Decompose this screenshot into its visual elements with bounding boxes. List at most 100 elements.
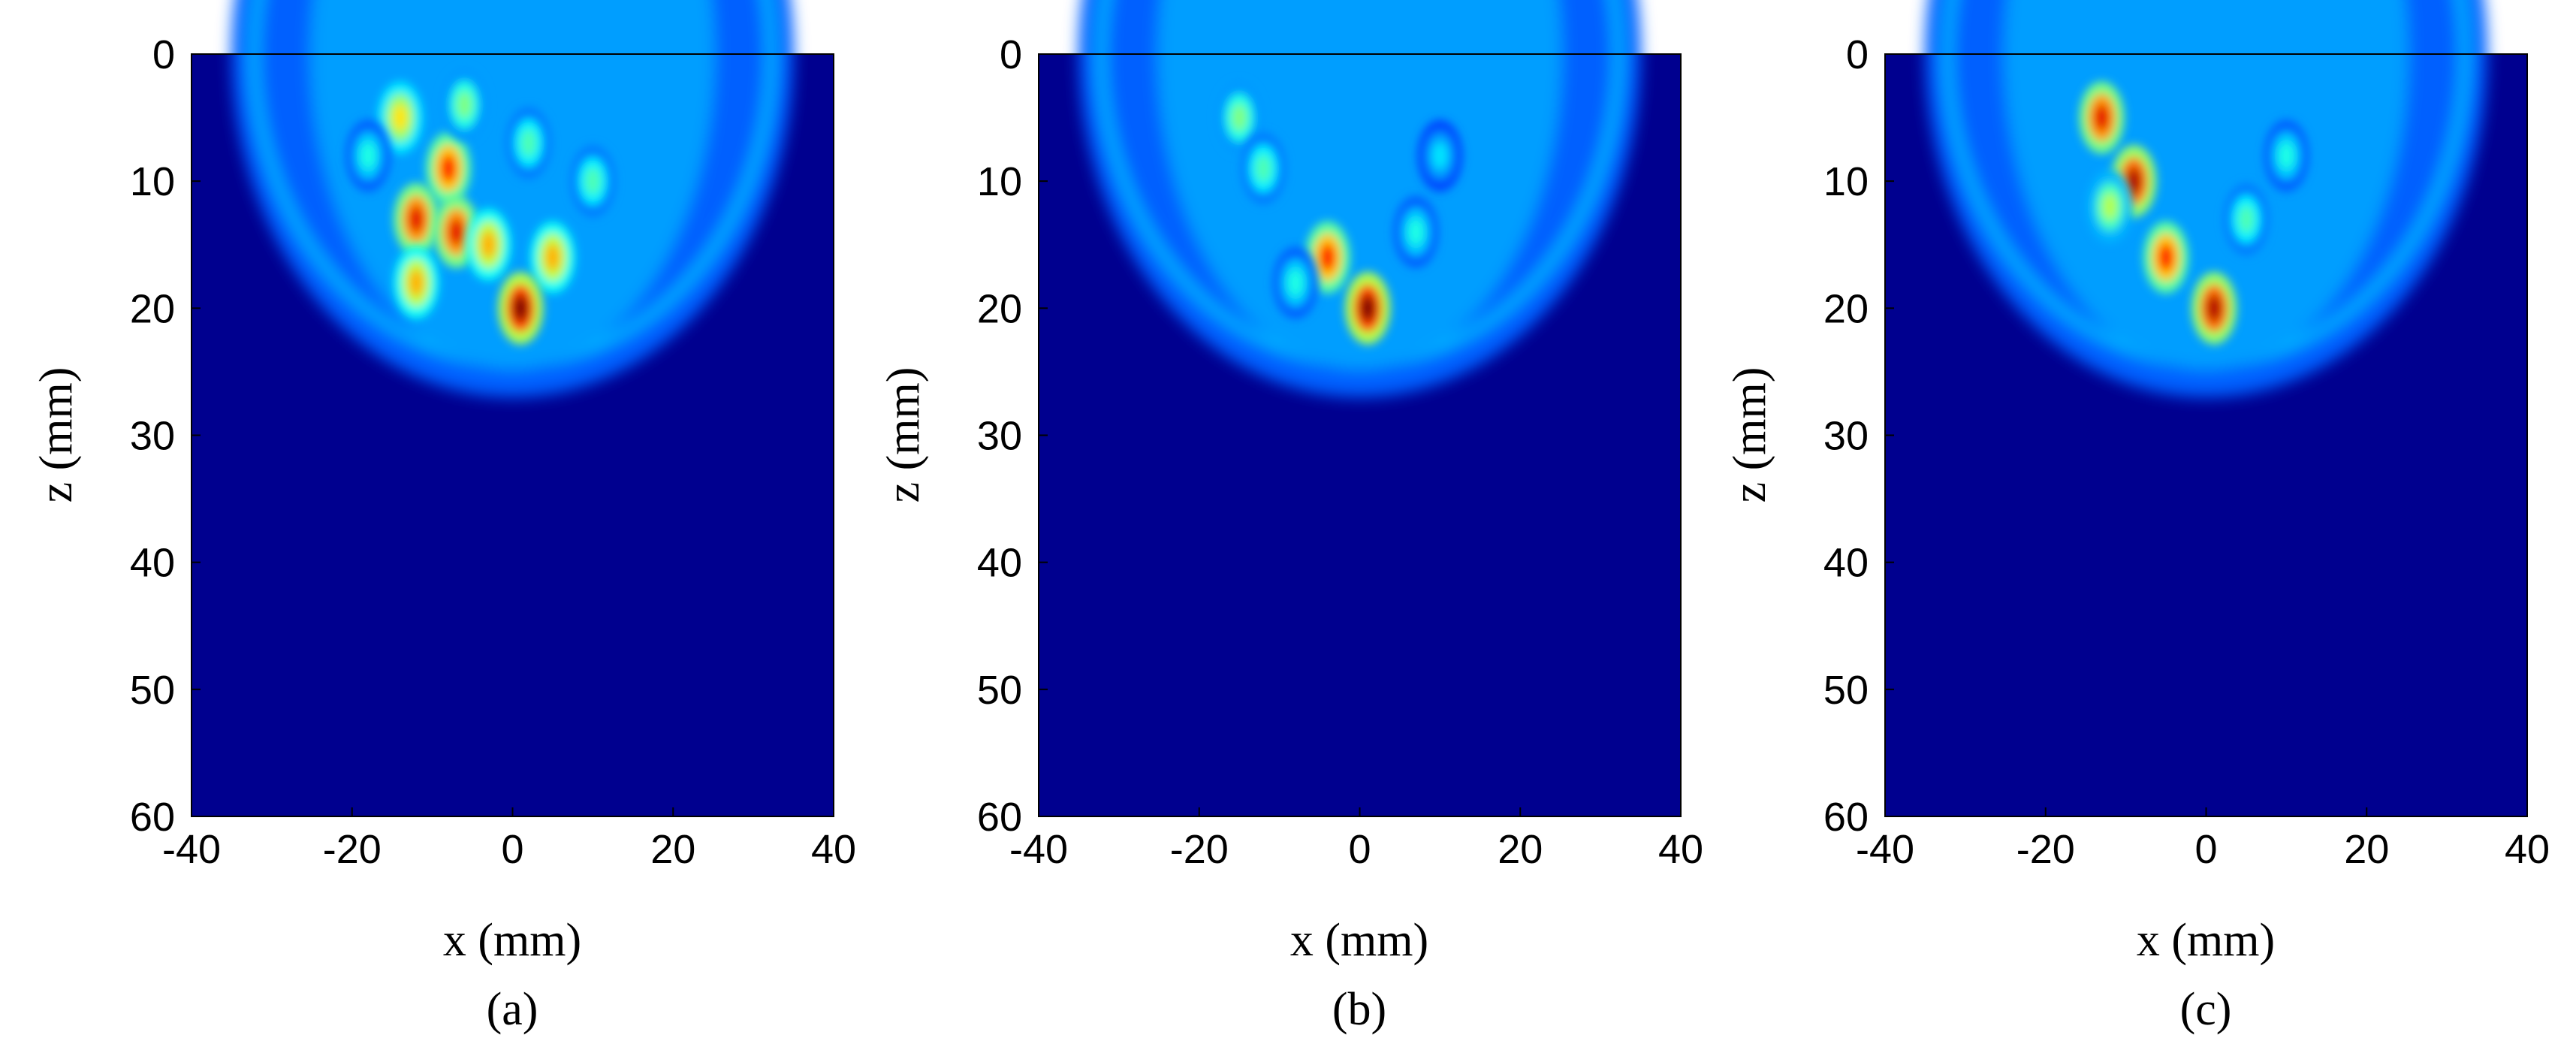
y-tick-label: 20 [977,286,1022,331]
x-tick-label: 40 [1658,827,1703,872]
hotspot [377,81,423,154]
y-ticks: 0 10 20 30 40 50 60 [1823,32,1894,840]
y-tick-label: 60 [130,795,175,840]
x-tick-label: -40 [162,827,221,872]
x-tick-label: 20 [2344,827,2389,872]
hotspot-core [2158,243,2174,271]
y-tick-label: 30 [977,414,1022,459]
x-tick-label: 0 [2194,827,2217,872]
panel-label: (a) [487,984,538,1035]
hotspot-core [585,167,601,195]
hotspot [498,272,544,345]
hotspot [394,246,439,319]
hotspot [2264,119,2309,192]
y-tick-label: 50 [130,668,175,713]
hotspot [1273,246,1318,319]
panel-label: (b) [1332,984,1386,1035]
y-tick-label: 0 [1000,32,1022,77]
x-ticks: -40 -20 0 20 40 [162,807,856,872]
x-axis-label: x (mm) [1290,915,1428,966]
hotspot-core [448,218,464,246]
hotspot-core [409,269,424,297]
hotspot [394,183,439,255]
y-tick-label: 50 [977,668,1022,713]
hotspot-core [481,231,496,258]
hotspot-core [1360,294,1376,322]
speckle-region [1925,0,2487,397]
y-tick-label: 30 [130,414,175,459]
hotspot-core [544,243,560,271]
hotspot-core [2094,104,2110,131]
hotspot [2079,81,2125,154]
heatmap-layer [1925,0,2487,397]
hotspot-core [2126,167,2142,195]
hotspot [2223,183,2269,255]
x-tick-label: -20 [2016,827,2075,872]
hotspot [570,145,616,218]
y-tick-label: 60 [977,795,1022,840]
y-tick-label: 50 [1823,668,1869,713]
y-tick-label: 60 [1823,795,1869,840]
hotspot-core [2206,294,2222,322]
panel-label: (c) [2180,984,2232,1035]
x-tick-label: -20 [323,827,382,872]
y-ticks: 0 10 20 30 40 50 60 [130,32,201,840]
x-tick-label: 40 [811,827,856,872]
hotspot-core [2102,193,2118,220]
hotspot [2191,272,2237,345]
x-axis-label: x (mm) [2137,915,2275,966]
y-tick-label: 0 [152,32,175,77]
hotspot-core [1432,142,1448,170]
hotspot [2087,170,2133,243]
hotspot [1417,119,1463,192]
x-tick-label: -40 [1009,827,1068,872]
x-tick-label: 0 [1348,827,1371,872]
x-tick-label: -40 [1856,827,1914,872]
x-ticks: -40 -20 0 20 40 [1856,807,2550,872]
hotspot [2143,221,2189,294]
hotspot-core [1408,218,1424,246]
x-tick-label: 20 [1498,827,1543,872]
hotspot [505,107,551,180]
hotspot-core [441,155,456,183]
hotspot-core [409,205,424,233]
y-tick-label: 10 [977,159,1022,204]
hotspot [529,221,575,294]
x-tick-label: 0 [501,827,523,872]
hotspot [1393,195,1439,268]
heatmap-layer [1078,0,1641,397]
y-tick-label: 40 [977,541,1022,586]
hotspot [466,208,511,281]
hotspot [426,132,471,205]
hotspot-core [392,104,408,131]
hotspot [1217,81,1262,154]
y-tick-label: 0 [1846,32,1869,77]
hotspot [442,68,487,141]
hotspot-core [1320,243,1335,271]
x-axis-label: x (mm) [443,915,581,966]
hotspot-core [2279,142,2294,170]
hotspot [1345,272,1391,345]
y-axis-label: z (mm) [1724,367,1775,503]
x-tick-label: 20 [650,827,695,872]
hotspot-core [360,142,376,170]
x-ticks: -40 -20 0 20 40 [1009,807,1703,872]
hotspot-core [520,129,536,157]
y-tick-label: 40 [130,541,175,586]
hotspot-core [1232,104,1247,131]
hotspot [1241,132,1286,205]
hotspot [345,119,391,192]
y-tick-label: 30 [1823,414,1869,459]
y-tick-label: 10 [130,159,175,204]
y-ticks: 0 10 20 30 40 50 60 [977,32,1048,840]
hotspot-core [1288,269,1303,297]
y-tick-label: 10 [1823,159,1869,204]
hotspot-core [513,294,529,322]
region-inner [1157,0,1562,370]
y-axis-label: z (mm) [31,367,82,503]
y-tick-label: 20 [1823,286,1869,331]
